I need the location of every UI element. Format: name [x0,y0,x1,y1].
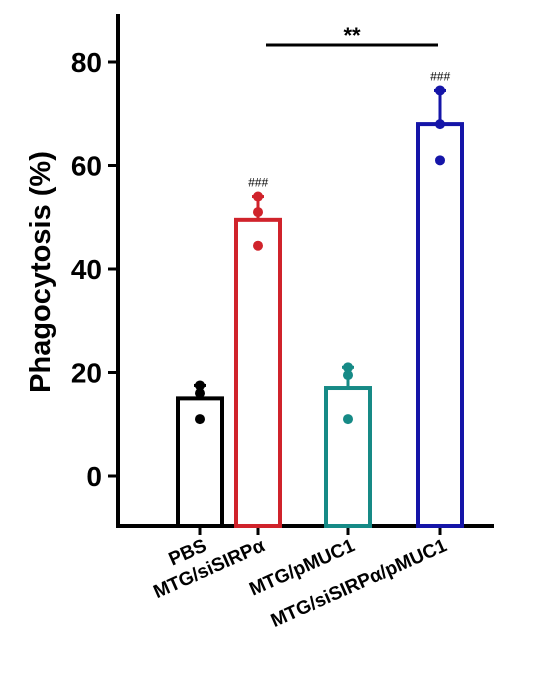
bar [236,220,280,526]
data-point [435,155,445,165]
bars [178,90,462,526]
data-point [195,414,205,424]
x-tick-label: MTG/siSIRPα/pMUC1 [268,535,451,632]
significance-label: ### [430,69,450,83]
data-point [435,119,445,129]
y-axis-label: Phagocytosis (%) [25,151,57,393]
significance-label: ### [248,176,268,190]
data-point [343,370,353,380]
marks: ### ### ** [195,23,450,424]
data-point [253,207,263,217]
y-tick-label: 0 [86,461,102,492]
comparison-label: ** [343,23,361,48]
y-tick-label: 80 [71,47,102,78]
data-point [253,241,263,251]
data-point [195,388,205,398]
y-tick-label: 60 [71,151,102,182]
bar [326,388,370,526]
data-point [343,414,353,424]
data-point [253,192,263,202]
y-tick-label: 40 [71,254,102,285]
y-tick-label: 20 [71,358,102,389]
axes: 020406080PBSMTG/siSIRPαMTG/pMUC1MTG/siSI… [71,14,494,632]
data-point [435,85,445,95]
bar [418,124,462,526]
